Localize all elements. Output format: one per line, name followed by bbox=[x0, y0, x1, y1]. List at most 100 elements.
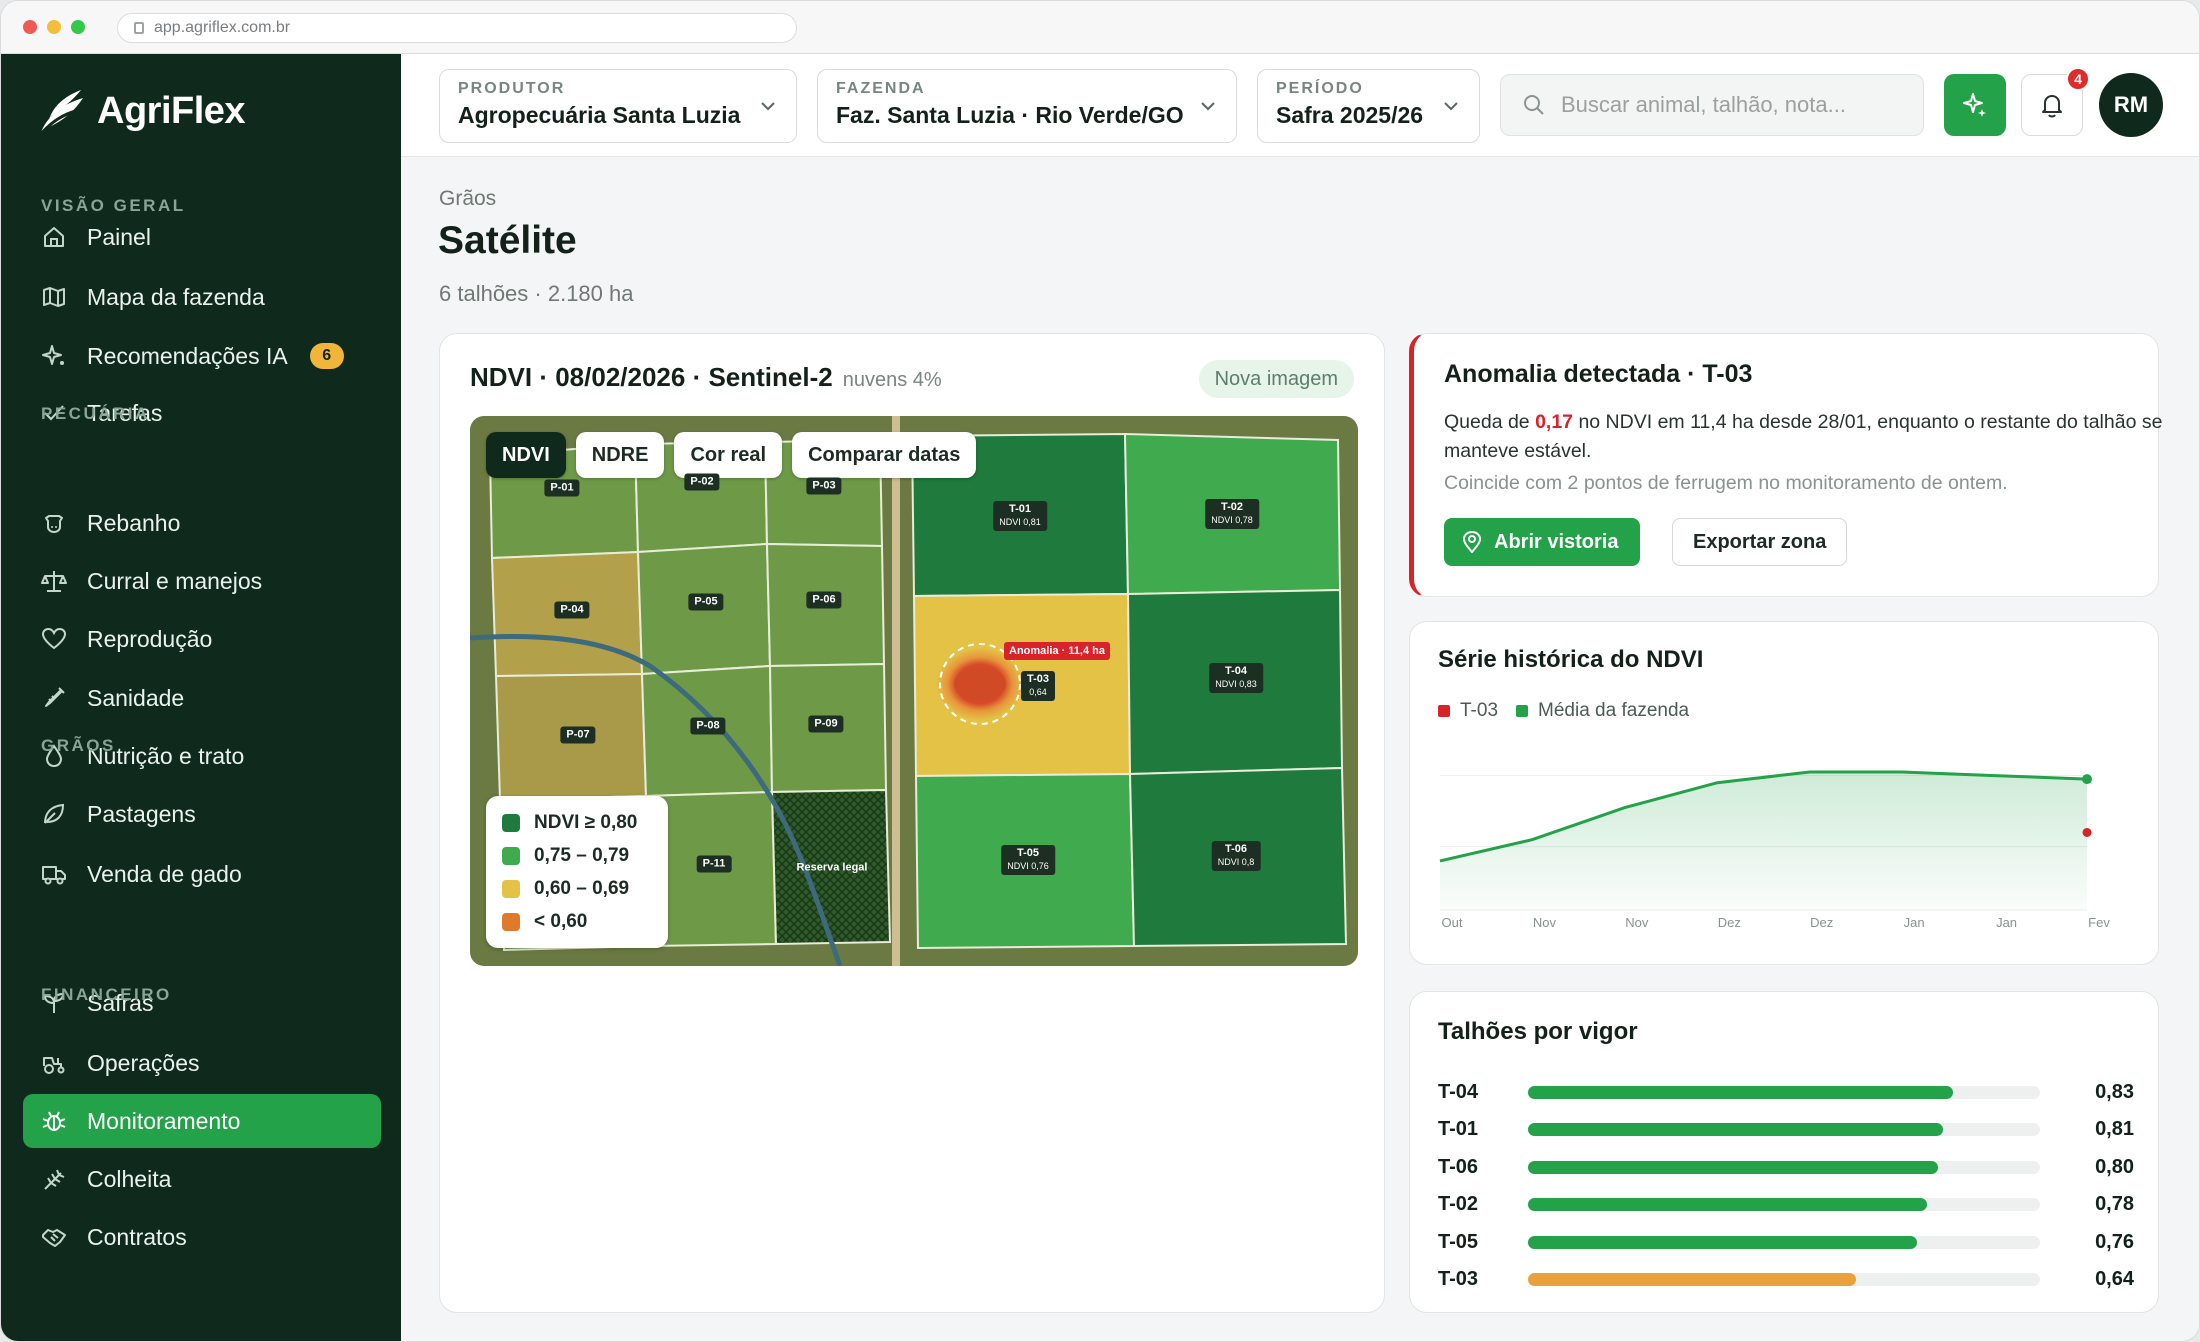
sidebar-item-venda-de-gado[interactable]: Venda de gado bbox=[23, 847, 381, 901]
vigor-bar-track bbox=[1528, 1198, 2040, 1211]
plot-label-p04: P-04 bbox=[554, 601, 590, 619]
scale-icon bbox=[41, 568, 67, 594]
open-inspection-button[interactable]: Abrir vistoria bbox=[1444, 518, 1641, 566]
app-logo[interactable]: AgriFlex bbox=[35, 84, 246, 138]
periodo-select[interactable]: PERÍODO Safra 2025/26 bbox=[1257, 69, 1480, 143]
field-label-t04[interactable]: T-04 NDVI 0,83 bbox=[1209, 663, 1263, 693]
sidebar-item-reproducao[interactable]: Reprodução bbox=[23, 612, 381, 666]
vigor-bar-track bbox=[1528, 1085, 2040, 1099]
sidebar-item-operacoes[interactable]: Operações bbox=[23, 1036, 381, 1090]
anomaly-text-after: no NDVI em 11,4 ha desde 28/01, enquanto… bbox=[1444, 411, 2163, 462]
sidebar-item-tarefas[interactable]: Tarefas bbox=[23, 386, 381, 440]
browser-titlebar: app.agriflex.com.br bbox=[1, 1, 2199, 54]
nav-section-title: GRÃOS bbox=[41, 736, 116, 755]
plot-label-p08: P-08 bbox=[690, 717, 726, 735]
map-tab-ndvi[interactable]: NDVI bbox=[486, 432, 566, 478]
field-label-t02[interactable]: T-02 NDVI 0,78 bbox=[1205, 499, 1259, 529]
periodo-value: Safra 2025/26 bbox=[1276, 102, 1424, 128]
page-title: Satélite bbox=[438, 219, 577, 262]
new-image-badge[interactable]: Nova imagem bbox=[1198, 360, 1354, 398]
vigor-value: 0,64 bbox=[2095, 1268, 2134, 1290]
sidebar-item-label: Reprodução bbox=[87, 625, 213, 652]
bell-icon bbox=[2042, 95, 2062, 118]
field-label-t06[interactable]: T-06 NDVI 0,8 bbox=[1211, 841, 1261, 871]
sidebar-item-safras[interactable]: Safras bbox=[23, 976, 381, 1030]
sparkle-icon bbox=[41, 343, 67, 369]
syringe-icon bbox=[41, 685, 67, 711]
maximize-window-button[interactable] bbox=[71, 20, 85, 34]
sidebar-item-painel[interactable]: Painel bbox=[23, 210, 381, 264]
sidebar-item-rebanho[interactable]: Rebanho bbox=[23, 496, 381, 550]
vigor-field-name: T-04 bbox=[1438, 1080, 1479, 1103]
map-tab-ndre[interactable]: NDRE bbox=[575, 432, 665, 478]
map-tab-comparar-datas[interactable]: Comparar datas bbox=[792, 432, 977, 478]
legend-item-t03: T-03 bbox=[1438, 700, 1498, 722]
count-badge: 6 bbox=[309, 343, 344, 369]
leaf-icon bbox=[41, 801, 67, 827]
anomaly-outline bbox=[939, 643, 1021, 725]
ndvi-line-chart: Out Nov Nov Dez Dez Jan Jan Fev bbox=[1439, 770, 2110, 930]
export-zone-button[interactable]: Exportar zona bbox=[1672, 518, 1848, 566]
fazenda-select[interactable]: FAZENDA Faz. Santa Luzia · Rio Verde/GO bbox=[817, 69, 1237, 143]
chart-x-tick-label: Jan bbox=[1904, 915, 1925, 930]
topbar: PRODUTOR Agropecuária Santa Luzia FAZEND… bbox=[401, 54, 2199, 157]
chart-x-tick-label: Nov bbox=[1533, 915, 1557, 930]
vigor-field-name: T-03 bbox=[1438, 1268, 1479, 1290]
sidebar-item-pastagens[interactable]: Pastagens bbox=[23, 787, 381, 841]
sidebar-item-label: Pastagens bbox=[87, 800, 196, 827]
legend-swatch bbox=[502, 846, 520, 865]
sidebar-item-label: Nutrição e trato bbox=[87, 742, 245, 769]
field-label-t05[interactable]: T-05 NDVI 0,76 bbox=[1001, 845, 1055, 875]
vigor-row-t-01[interactable]: T-01 0,81 bbox=[1438, 1116, 2134, 1144]
field-label-t03[interactable]: T-03 0,64 bbox=[1020, 671, 1056, 701]
notification-count-badge: 4 bbox=[2066, 67, 2090, 91]
anomaly-map-tag[interactable]: Anomalia · 11,4 ha bbox=[1004, 642, 1110, 660]
field-label-t01[interactable]: T-01 NDVI 0,81 bbox=[993, 501, 1047, 531]
chevron-down-icon bbox=[1444, 102, 1458, 111]
vigor-row-t-03[interactable]: T-03 0,64 bbox=[1438, 1266, 2134, 1294]
vigor-value: 0,80 bbox=[2095, 1155, 2134, 1178]
map-legend-item: 0,60 – 0,69 bbox=[502, 872, 652, 905]
map-legend-item: NDVI ≥ 0,80 bbox=[502, 806, 652, 839]
breadcrumb[interactable]: Grãos bbox=[439, 187, 497, 210]
search-input[interactable]: Buscar animal, talhão, nota... bbox=[1500, 74, 1924, 136]
close-window-button[interactable] bbox=[23, 20, 37, 34]
vigor-bar-track bbox=[1528, 1160, 2040, 1174]
vigor-row-t-06[interactable]: T-06 0,80 bbox=[1438, 1153, 2134, 1181]
sidebar-item-nutricao-e-trato[interactable]: Nutrição e trato bbox=[23, 729, 381, 783]
legend-item-farm-average: Média da fazenda bbox=[1516, 700, 1689, 722]
sidebar-item-colheita[interactable]: Colheita bbox=[23, 1152, 381, 1206]
sidebar-item-contratos[interactable]: Contratos bbox=[23, 1210, 381, 1264]
minimize-window-button[interactable] bbox=[47, 20, 61, 34]
sidebar-item-mapa-da-fazenda[interactable]: Mapa da fazenda bbox=[23, 270, 381, 324]
plot-label-p01: P-01 bbox=[544, 479, 580, 497]
sidebar-item-sanidade[interactable]: Sanidade bbox=[23, 671, 381, 725]
plot-label-p03: P-03 bbox=[806, 477, 842, 495]
notifications-button[interactable]: 4 bbox=[2021, 67, 2090, 136]
sidebar-item-curral-e-manejos[interactable]: Curral e manejos bbox=[23, 554, 381, 608]
vigor-row-t-04[interactable]: T-04 0,83 bbox=[1438, 1078, 2134, 1106]
produtor-select[interactable]: PRODUTOR Agropecuária Santa Luzia bbox=[439, 69, 797, 143]
ai-assistant-button[interactable] bbox=[1944, 74, 2006, 136]
ndvi-series-card: Série histórica do NDVI T-03 Média da fa… bbox=[1409, 621, 2159, 965]
vigor-row-t-05[interactable]: T-05 0,76 bbox=[1438, 1228, 2134, 1256]
address-bar[interactable]: app.agriflex.com.br bbox=[117, 13, 797, 43]
sparkle-icon bbox=[1963, 93, 1986, 117]
legend-label: 0,60 – 0,69 bbox=[534, 877, 630, 899]
search-icon bbox=[1524, 95, 1544, 115]
periodo-label: PERÍODO bbox=[1276, 80, 1364, 97]
ndvi-map[interactable]: NDVI NDRE Cor real Comparar datas P-01 P-02… bbox=[470, 416, 1358, 966]
sidebar-item-monitoramento[interactable]: Monitoramento bbox=[23, 1094, 381, 1148]
map-tab-cor-real[interactable]: Cor real bbox=[674, 432, 783, 478]
leaf-logo-icon bbox=[37, 90, 83, 137]
cow-icon bbox=[41, 510, 67, 536]
field-name: T-02 bbox=[1220, 501, 1243, 513]
plot-label-p05: P-05 bbox=[688, 593, 724, 611]
sidebar-item-recomendacoes-ia[interactable]: Recomendações IA 6 bbox=[23, 329, 381, 383]
bug-icon bbox=[41, 1108, 67, 1134]
vigor-row-t-02[interactable]: T-02 0,78 bbox=[1438, 1191, 2134, 1219]
drop-icon bbox=[41, 743, 67, 769]
user-avatar[interactable]: RM bbox=[2099, 73, 2163, 137]
legend-swatch bbox=[1516, 705, 1529, 717]
chevron-down-icon bbox=[761, 102, 775, 111]
